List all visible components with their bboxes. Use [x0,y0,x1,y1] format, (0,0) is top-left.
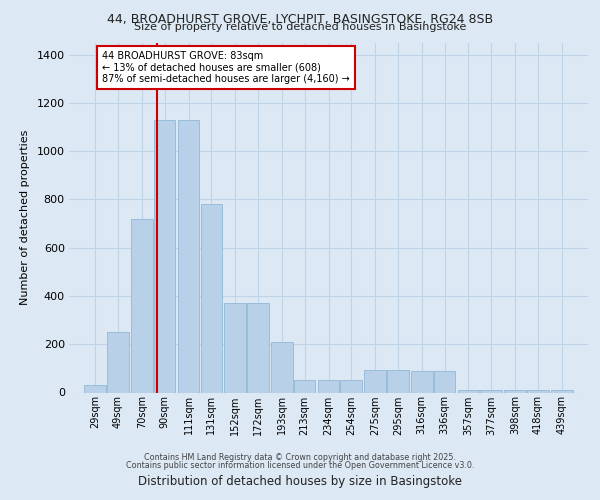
Bar [481,390,502,392]
Bar [271,342,293,392]
Bar [107,332,129,392]
Text: Distribution of detached houses by size in Basingstoke: Distribution of detached houses by size … [138,474,462,488]
Bar [247,303,269,392]
Bar [551,390,572,392]
Bar [387,370,409,392]
Bar [178,120,199,392]
Text: 44, BROADHURST GROVE, LYCHPIT, BASINGSTOKE, RG24 8SB: 44, BROADHURST GROVE, LYCHPIT, BASINGSTO… [107,12,493,26]
Bar [340,380,362,392]
Bar [458,390,479,392]
Bar [434,371,455,392]
Bar [85,386,106,392]
Text: Contains public sector information licensed under the Open Government Licence v3: Contains public sector information licen… [126,461,474,470]
Text: Size of property relative to detached houses in Basingstoke: Size of property relative to detached ho… [134,22,466,32]
Bar [294,380,316,392]
Bar [527,390,548,392]
Bar [200,204,222,392]
Text: Contains HM Land Registry data © Crown copyright and database right 2025.: Contains HM Land Registry data © Crown c… [144,454,456,462]
Bar [364,370,386,392]
Y-axis label: Number of detached properties: Number of detached properties [20,130,30,305]
Text: 44 BROADHURST GROVE: 83sqm
← 13% of detached houses are smaller (608)
87% of sem: 44 BROADHURST GROVE: 83sqm ← 13% of deta… [102,51,350,84]
Bar [504,390,526,392]
Bar [317,380,340,392]
Bar [411,371,433,392]
Bar [131,218,153,392]
Bar [154,120,175,392]
Bar [224,303,246,392]
